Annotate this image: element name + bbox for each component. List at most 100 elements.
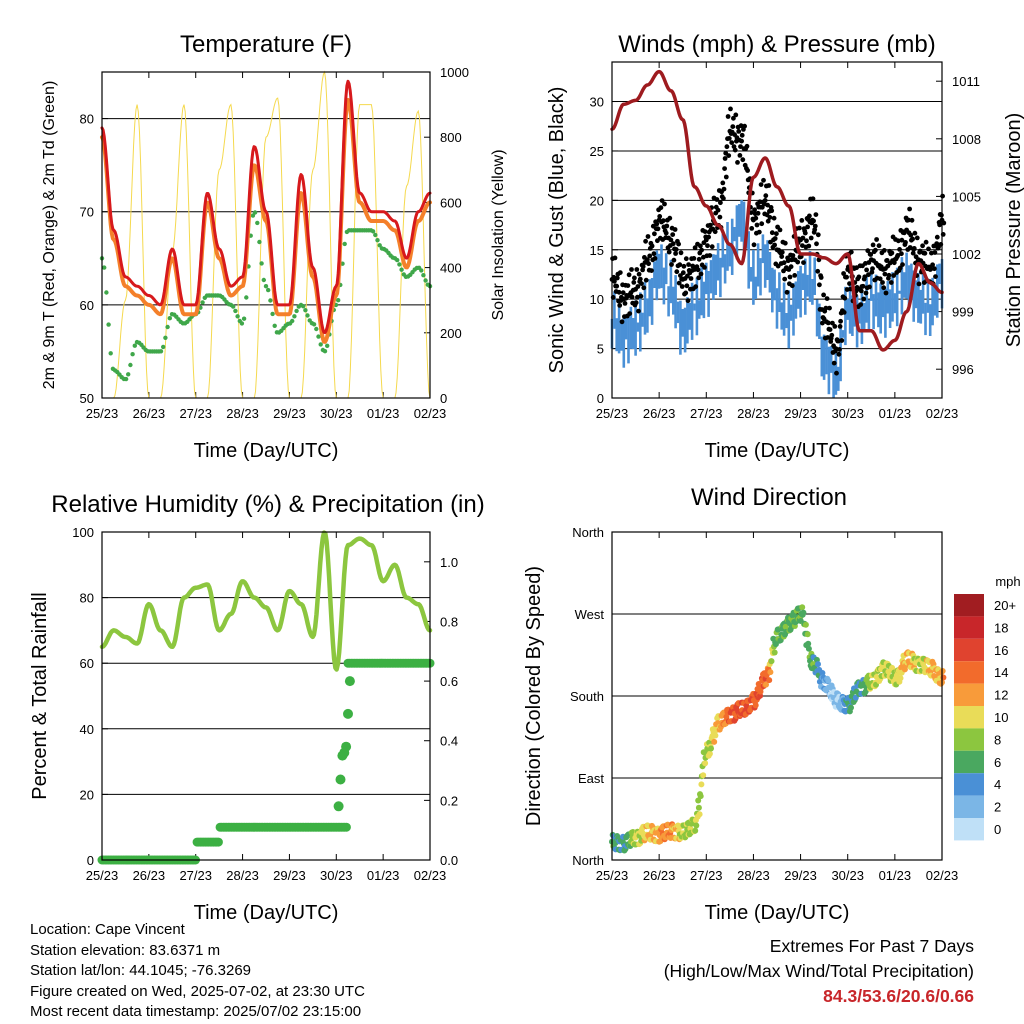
direction-point — [848, 704, 854, 711]
extremes-heading: Extremes For Past 7 Days — [769, 936, 974, 956]
gust-point — [815, 232, 821, 238]
x-tick-label: 02/23 — [926, 406, 959, 421]
gust-point — [732, 147, 738, 153]
dewpoint-point — [104, 290, 109, 295]
x-tick-label: 25/23 — [86, 868, 119, 883]
dewpoint-point — [421, 273, 426, 278]
dewpoint-point — [261, 277, 266, 283]
gust-point — [695, 267, 701, 273]
gust-point — [838, 318, 843, 324]
dewpoint-point — [165, 324, 170, 330]
dewpoint-point — [294, 308, 299, 314]
gust-point — [814, 241, 819, 247]
gust-point — [691, 256, 697, 261]
gust-point — [639, 281, 644, 286]
direction-point — [805, 645, 812, 652]
dewpoint-point — [375, 238, 380, 243]
gust-point — [829, 332, 835, 338]
gust-point — [660, 218, 666, 224]
winds-ylabel: Sonic Wind & Gust (Blue, Black) — [546, 87, 568, 374]
gust-point — [680, 270, 686, 276]
gust-point — [702, 229, 708, 235]
gust-point — [659, 198, 665, 204]
gust-point — [772, 236, 778, 241]
gust-point — [683, 256, 689, 262]
dewpoint-point — [239, 321, 245, 326]
gust-point — [679, 284, 685, 289]
dewpoint-point — [130, 352, 135, 357]
gust-point — [669, 262, 674, 267]
gust-point — [928, 266, 934, 272]
gust-point — [827, 305, 832, 311]
direction-point — [805, 640, 812, 647]
pressure-ylabel: Station Pressure (Maroon) — [1003, 113, 1024, 348]
gust-point — [638, 293, 644, 299]
dewpoint-point — [268, 298, 273, 303]
gust-point — [643, 277, 649, 283]
colorbar-swatch — [954, 818, 984, 841]
gust-point — [881, 248, 887, 253]
direction-point — [692, 827, 699, 834]
gust-point — [811, 218, 816, 224]
gust-point — [912, 230, 918, 236]
gust-point — [738, 123, 744, 129]
gust-point — [698, 243, 703, 249]
y-right-tick-label: 0.8 — [440, 614, 458, 629]
gust-point — [823, 305, 829, 311]
gust-point — [654, 221, 660, 227]
precip-point — [344, 676, 355, 687]
gust-point — [833, 346, 839, 351]
gust-point — [813, 212, 819, 218]
gust-point — [839, 338, 845, 343]
gust-point — [930, 262, 935, 268]
gust-point — [612, 255, 618, 261]
dewpoint-point — [252, 210, 258, 215]
y-tick-label: 100 — [72, 525, 94, 540]
plot-frame — [101, 71, 431, 399]
y-tick-label: 60 — [80, 656, 94, 671]
gust-point — [818, 275, 824, 280]
gust-point — [631, 280, 637, 285]
gust-point — [728, 106, 733, 112]
gust-point — [790, 253, 796, 258]
gust-point — [895, 253, 901, 258]
gust-point — [722, 156, 728, 161]
gust-point — [673, 247, 679, 252]
gust-point — [632, 275, 637, 281]
gust-point — [670, 241, 676, 247]
y-right-tick-label: 0.0 — [440, 853, 458, 868]
gust-point — [759, 221, 765, 227]
x-tick-label: 02/23 — [414, 868, 447, 883]
colorbar-swatch — [954, 594, 984, 617]
y-tick-label: 15 — [590, 243, 604, 258]
gust-point — [883, 290, 889, 296]
direction-point — [743, 703, 750, 709]
gust-point — [910, 250, 916, 256]
gust-point — [662, 201, 667, 207]
dewpoint-point — [301, 304, 306, 309]
gust-point — [684, 283, 690, 289]
gust-point — [671, 257, 677, 263]
x-tick-label: 29/23 — [273, 406, 306, 421]
direction-title: Wind Direction — [691, 484, 847, 511]
colorbar-label: 8 — [994, 732, 1001, 747]
direction-point — [712, 732, 719, 739]
gust-point — [721, 186, 727, 192]
gust-point — [856, 274, 862, 280]
gust-point — [738, 144, 743, 150]
dewpoint-point — [336, 298, 341, 303]
gust-point — [702, 265, 707, 270]
gust-point — [708, 222, 713, 228]
gust-point — [837, 347, 842, 352]
temp-2m-line — [100, 79, 432, 335]
gust-point — [617, 303, 623, 308]
y-tick-label: 5 — [597, 342, 604, 357]
gust-point — [899, 237, 905, 243]
gust-point — [736, 129, 742, 134]
gust-point — [742, 123, 747, 129]
gust-point — [789, 283, 795, 289]
direction-point — [800, 609, 807, 616]
dewpoint-point — [266, 287, 271, 293]
direction-point — [693, 822, 700, 829]
y-right-tick-label: 0 — [440, 391, 447, 406]
